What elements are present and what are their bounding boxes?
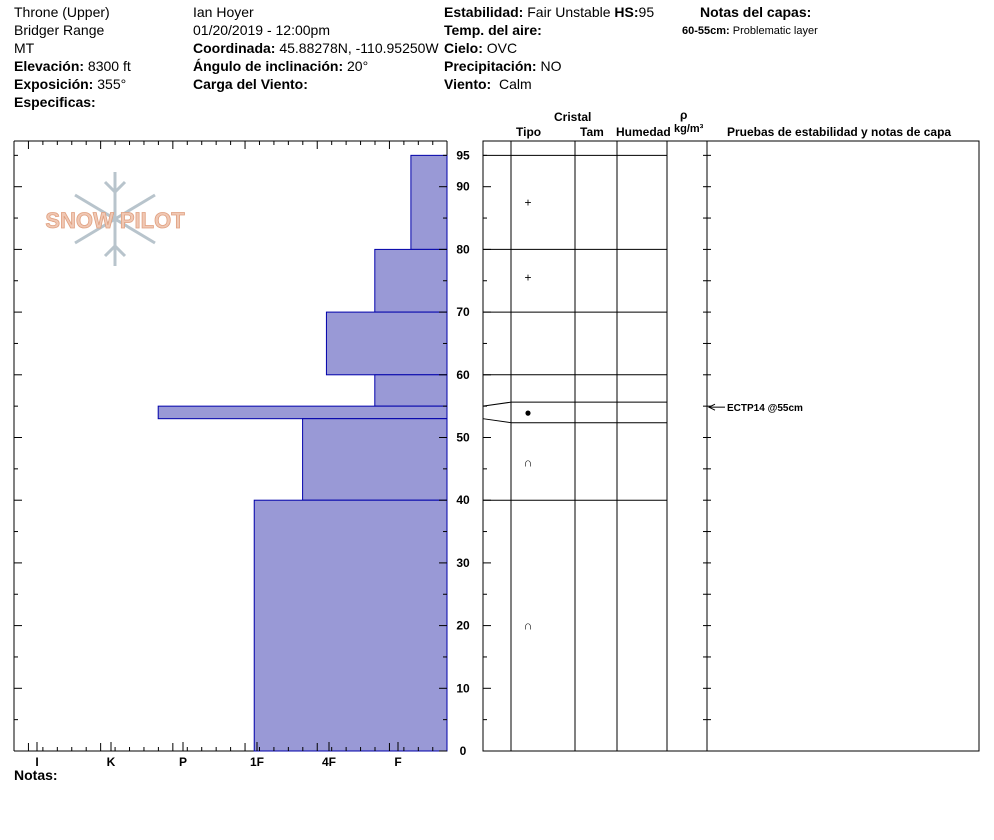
layer-note-row: 60-55cm: Problematic layer: [682, 22, 818, 40]
hs-value: 95: [638, 4, 655, 20]
depth-label: 95: [456, 148, 470, 162]
observation-datetime: 01/20/2019 - 12:00pm: [193, 22, 330, 38]
size-header: Tam: [580, 125, 604, 139]
moisture-header: Humedad: [616, 125, 671, 139]
depth-label: 30: [456, 556, 470, 570]
depth-label: 50: [456, 431, 470, 445]
hardness-label: I: [35, 755, 38, 769]
sky-label: Cielo:: [444, 40, 483, 56]
notes-label: Notas:: [14, 767, 58, 783]
rho-header: ρ: [680, 108, 688, 122]
layer-leader-line: [482, 401, 512, 407]
depth-label: 70: [456, 305, 470, 319]
location-name: Throne (Upper): [14, 4, 110, 20]
elevation-label: Elevación:: [14, 58, 85, 74]
elevation-value: 8300 ft: [87, 58, 131, 74]
hardness-label: 1F: [250, 755, 264, 769]
depth-label: 80: [456, 242, 470, 256]
depth-label: 60: [456, 368, 470, 382]
type-header: Tipo: [516, 125, 542, 139]
layer-leader-line: [482, 418, 512, 424]
logo-text: SNOW PILOT: [45, 208, 185, 233]
hardness-bar-5: [302, 418, 448, 501]
precip-value: NO: [540, 58, 562, 74]
crystal-header: Cristal: [554, 110, 592, 124]
hardness-label: F: [394, 755, 401, 769]
hardness-bar-2: [325, 311, 448, 376]
hardness-bar-1: [374, 248, 448, 313]
snowpilot-logo: SNOW PILOT: [45, 172, 186, 266]
aspect-row: Exposición: 355°: [14, 75, 126, 93]
stability-test-label: ECTP14 @55cm: [727, 403, 803, 414]
depth-label: 0: [460, 744, 467, 758]
specifics-label: Especificas:: [14, 94, 96, 110]
snowflake-icon: [74, 172, 156, 266]
grain-symbol: ∩: [524, 456, 533, 470]
layer-note-text: Problematic layer: [732, 25, 818, 37]
aspect-label: Exposición:: [14, 76, 94, 92]
sky-value: OVC: [486, 40, 518, 56]
grain-table-frame: [482, 140, 980, 752]
arrow-head-icon: [707, 403, 716, 411]
coordinate-value: 45.88278N, -110.95250W: [279, 40, 439, 56]
range-name: Bridger Range: [14, 22, 105, 38]
grain-table: + + ● ∩ ∩ ECTP14 @55cm: [482, 140, 980, 752]
hardness-bar-3: [374, 374, 448, 407]
stability-label: Estabilidad:: [444, 4, 524, 20]
hardness-label: 4F: [322, 755, 336, 769]
depth-label: 40: [456, 493, 470, 507]
slope-row: Ángulo de inclinación: 20°: [193, 57, 368, 75]
aspect-value: 355°: [97, 76, 127, 92]
depth-label: 10: [456, 681, 470, 695]
hardness-bar-4: [157, 405, 448, 420]
grain-symbol: ∩: [524, 619, 533, 633]
layer-notes-label: Notas del capas:: [700, 4, 812, 20]
coordinate-row: Coordinada: 45.88278N, -110.95250W: [193, 39, 439, 57]
coordinate-label: Coordinada:: [193, 40, 276, 56]
wind-row: Viento: Calm: [444, 75, 532, 93]
grain-symbol: +: [524, 195, 531, 209]
layer-note-range: 60-55cm:: [682, 25, 730, 37]
grain-symbol: ●: [524, 405, 531, 419]
depth-label: 20: [456, 619, 470, 633]
stability-value: Fair Unstable: [527, 4, 611, 20]
wind-load-label: Carga del Viento:: [193, 76, 308, 92]
slope-label: Ángulo de inclinación:: [193, 58, 344, 74]
stability-row: Estabilidad: Fair Unstable HS:95: [444, 3, 654, 21]
hs-label: HS:: [614, 4, 639, 20]
hardness-panel: I K P 1F 4F F 0 10 20 30 40 50 60 70 80 90 95: [13, 140, 470, 769]
grain-symbol: +: [524, 271, 531, 285]
air-temp-label: Temp. del aire:: [444, 22, 542, 38]
density-unit-header: kg/m³: [674, 123, 704, 135]
hardness-label: P: [179, 755, 187, 769]
precip-row: Precipitación: NO: [444, 57, 561, 75]
hardness-label: K: [107, 755, 116, 769]
depth-label: 90: [456, 180, 470, 194]
wind-label: Viento:: [444, 76, 492, 92]
elevation-row: Elevación: 8300 ft: [14, 57, 131, 75]
hardness-bar-0: [410, 154, 448, 250]
hardness-bar-6: [253, 499, 448, 752]
observer-name: Ian Hoyer: [193, 4, 254, 20]
precip-label: Precipitación:: [444, 58, 537, 74]
sky-row: Cielo: OVC: [444, 39, 517, 57]
wind-value: Calm: [498, 76, 532, 92]
slope-value: 20°: [347, 58, 369, 74]
state-name: MT: [14, 40, 35, 56]
tests-header: Pruebas de estabilidad y notas de capa: [727, 125, 952, 139]
